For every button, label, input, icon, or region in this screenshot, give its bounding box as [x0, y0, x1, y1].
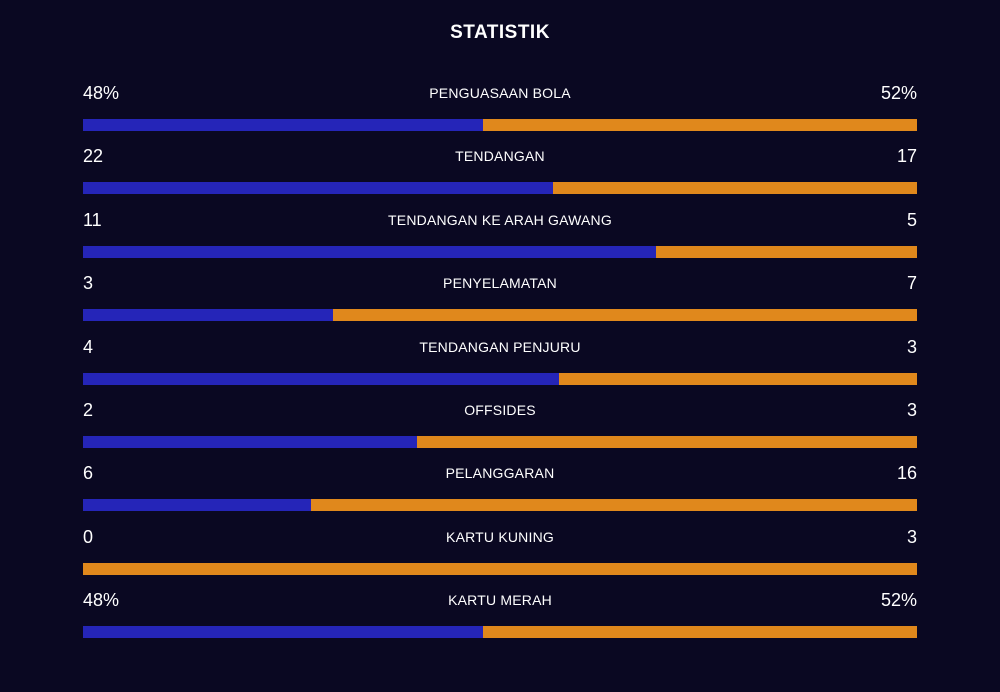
away-value: 5 [906, 209, 917, 230]
home-value: 22 [83, 146, 104, 167]
stat-label: OFFSIDES [464, 401, 536, 418]
home-value: 3 [83, 273, 94, 294]
comparison-bar [83, 245, 917, 258]
home-value: 48% [83, 590, 120, 611]
home-bar-fill [83, 499, 311, 512]
stat-label: PENYELAMATAN [443, 275, 557, 292]
away-bar-fill [656, 245, 917, 258]
away-bar-fill [310, 499, 917, 512]
stat-label: PELANGGARAN [445, 465, 555, 482]
stat-row-fouls: 6 PELANGGARAN 16 [83, 458, 917, 521]
home-bar-fill [83, 626, 484, 639]
home-bar-fill [83, 309, 334, 322]
home-bar-fill [83, 435, 417, 448]
away-value: 3 [906, 526, 917, 547]
home-value: 0 [83, 526, 94, 547]
stat-label: KARTU KUNING [446, 528, 554, 545]
away-value: 7 [906, 273, 917, 294]
comparison-bar [83, 182, 917, 195]
home-bar-fill [83, 119, 484, 131]
away-bar-fill [333, 309, 917, 322]
stat-label: TENDANGAN PENJURU [419, 338, 581, 355]
away-value: 52% [880, 590, 917, 611]
stats-title: STATISTIK [450, 22, 550, 43]
stat-row-shots: 22 TENDANGAN 17 [83, 141, 917, 204]
home-bar-fill [83, 245, 657, 258]
stat-row-yellow-cards: 0 KARTU KUNING 3 [83, 522, 917, 585]
away-value: 3 [906, 336, 917, 357]
away-value: 16 [896, 463, 917, 484]
stat-label: TENDANGAN [455, 148, 545, 165]
home-value: 48% [83, 83, 120, 103]
comparison-bar [83, 309, 917, 322]
stat-row-offsides: 2 OFFSIDES 3 [83, 395, 917, 458]
away-bar-fill [559, 372, 917, 385]
away-value: 3 [906, 399, 917, 420]
stat-row-corners: 4 TENDANGAN PENJURU 3 [83, 332, 917, 395]
away-bar-fill [483, 119, 917, 131]
home-value: 2 [83, 399, 94, 420]
away-bar-fill [416, 435, 917, 448]
stat-row-saves: 3 PENYELAMATAN 7 [83, 268, 917, 331]
away-bar-fill [553, 182, 917, 195]
comparison-bar [83, 626, 917, 639]
home-value: 6 [83, 463, 94, 484]
stats-list: 48% PENGUASAAN BOLA 52% 22 TENDANGAN 17 … [83, 78, 917, 649]
comparison-bar [83, 372, 917, 385]
stat-row-possession: 48% PENGUASAAN BOLA 52% [83, 78, 917, 141]
away-value: 17 [896, 146, 917, 167]
comparison-bar [83, 435, 917, 448]
stat-label: KARTU MERAH [448, 592, 552, 609]
away-bar-fill [483, 626, 917, 639]
stat-label: PENGUASAAN BOLA [429, 85, 571, 101]
home-value: 4 [83, 336, 94, 357]
comparison-bar [83, 499, 917, 512]
away-bar-fill [83, 562, 917, 575]
away-value: 52% [880, 83, 917, 103]
stat-row-red-cards: 48% KARTU MERAH 52% [83, 585, 917, 648]
home-bar-fill [83, 182, 554, 195]
stat-row-shots-on-target: 11 TENDANGAN KE ARAH GAWANG 5 [83, 205, 917, 268]
home-bar-fill [83, 372, 560, 385]
comparison-bar [83, 119, 917, 131]
home-value: 11 [83, 209, 102, 230]
comparison-bar [83, 562, 917, 575]
stat-label: TENDANGAN KE ARAH GAWANG [388, 211, 612, 228]
